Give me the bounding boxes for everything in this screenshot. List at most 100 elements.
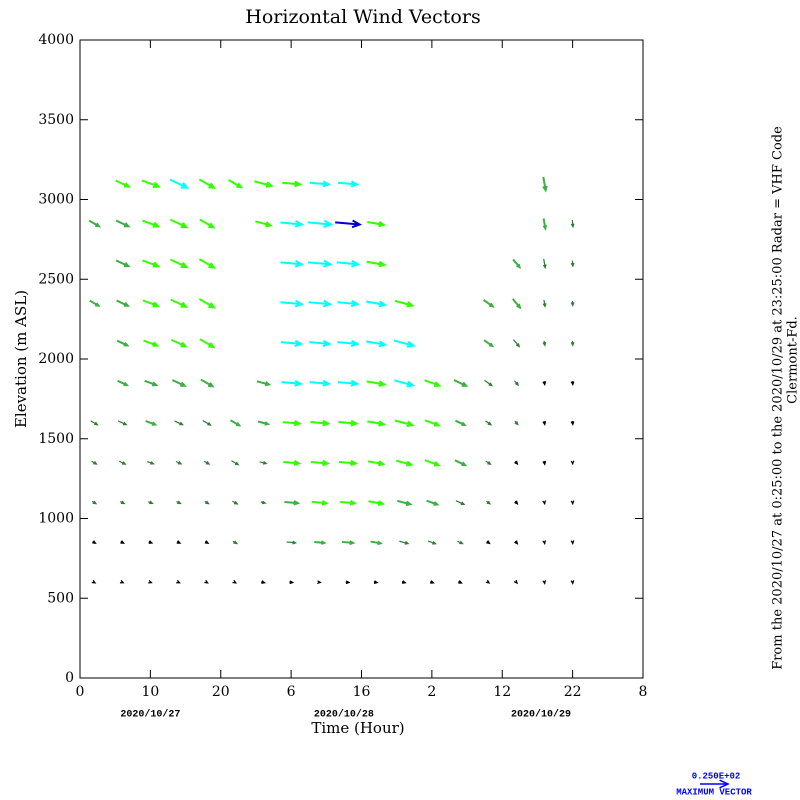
wind-vector	[148, 500, 154, 505]
date-label: 2020/10/29	[511, 709, 571, 721]
wind-vector	[310, 419, 331, 427]
wind-vector	[394, 379, 416, 388]
wind-vector	[337, 299, 360, 308]
plot-frame	[79, 39, 644, 679]
wind-vector	[455, 419, 467, 426]
wind-vector	[570, 340, 575, 347]
wind-vector	[453, 379, 469, 387]
y-tick-label: 1000	[38, 511, 74, 527]
wind-vector	[232, 579, 238, 584]
wind-vector	[542, 176, 548, 193]
wind-vector	[424, 459, 442, 467]
wind-vector	[176, 500, 182, 505]
x-axis-label: Time (Hour)	[311, 719, 404, 737]
wind-vector	[204, 540, 210, 544]
wind-vector	[255, 220, 273, 228]
wind-vector	[570, 421, 575, 426]
wind-vector	[92, 540, 97, 544]
wind-vector	[424, 419, 442, 427]
wind-vector	[261, 580, 267, 584]
chart-title: Horizontal Wind Vectors	[245, 6, 480, 28]
wind-vector	[142, 219, 161, 228]
wind-vector	[570, 540, 575, 545]
y-tick-label: 0	[65, 670, 74, 686]
wind-vector	[169, 178, 190, 189]
wind-vector	[542, 500, 547, 506]
wind-vector	[338, 459, 359, 467]
wind-vector	[368, 500, 386, 506]
wind-vector	[198, 178, 217, 189]
wind-vector	[91, 579, 97, 584]
wind-vector	[373, 580, 379, 584]
wind-vector	[338, 419, 359, 427]
max-vector-caption: MAXIMUM VECTOR	[676, 787, 752, 797]
wind-vector	[309, 379, 332, 387]
wind-vector	[458, 580, 463, 584]
wind-vector	[484, 379, 494, 387]
wind-vector	[172, 379, 187, 387]
wind-vector	[88, 219, 102, 228]
wind-vector	[228, 179, 244, 189]
wind-vector	[542, 421, 547, 426]
x-tick-label: 16	[353, 684, 371, 700]
wind-vector	[257, 420, 271, 426]
wind-vector	[199, 338, 216, 349]
wind-vector	[366, 380, 387, 387]
wind-vector	[118, 460, 127, 465]
wind-vector	[570, 500, 575, 506]
wind-vector	[340, 499, 358, 506]
wind-vector	[570, 580, 575, 585]
wind-vector	[570, 260, 575, 268]
y-tick-label: 3000	[38, 192, 74, 208]
wind-vector	[396, 499, 413, 506]
max-vector-arrow	[700, 779, 730, 789]
wind-vector	[283, 459, 302, 467]
wind-vector	[145, 420, 158, 426]
wind-vector	[232, 500, 239, 505]
wind-vector	[200, 378, 215, 388]
y-tick-label: 2000	[38, 351, 74, 367]
x-tick-label: 2	[427, 684, 436, 700]
wind-vector	[314, 540, 327, 545]
wind-vector	[394, 299, 415, 308]
wind-vector	[570, 220, 575, 229]
wind-vector	[424, 379, 442, 387]
wind-vector	[259, 460, 268, 465]
x-tick-label: 8	[639, 684, 648, 700]
wind-vector	[170, 338, 188, 348]
wind-vector	[281, 379, 304, 387]
wind-vector	[119, 579, 125, 584]
wind-vector	[117, 379, 130, 387]
wind-vector	[367, 220, 387, 228]
wind-vector	[485, 579, 491, 584]
wind-vector	[308, 299, 333, 308]
wind-vector	[147, 460, 155, 465]
wind-vector	[345, 580, 351, 585]
wind-vector	[485, 420, 493, 426]
wind-vector	[366, 260, 387, 268]
wind-vector	[260, 500, 267, 505]
wind-vector	[542, 460, 547, 466]
wind-vector	[144, 379, 159, 387]
y-tick-label: 1500	[38, 431, 74, 447]
wind-vector	[337, 339, 360, 348]
wind-vector	[395, 459, 414, 467]
wind-vector	[115, 179, 132, 188]
wind-vector	[426, 499, 440, 506]
wind-vector	[542, 258, 547, 270]
wind-vector	[570, 381, 575, 387]
wind-vector	[280, 299, 305, 308]
wind-vector	[199, 218, 216, 229]
wind-vector	[175, 460, 183, 465]
wind-vector	[116, 339, 130, 347]
wind-vector	[309, 339, 332, 348]
wind-vector	[311, 499, 329, 506]
wind-vector	[198, 298, 217, 309]
x-tick-label: 12	[493, 684, 511, 700]
wind-vector	[169, 258, 189, 269]
wind-vector	[367, 460, 386, 467]
wind-vector	[141, 179, 162, 189]
date-label: 2020/10/28	[314, 709, 374, 721]
x-tick-label: 22	[564, 684, 582, 700]
wind-vector	[401, 580, 407, 584]
